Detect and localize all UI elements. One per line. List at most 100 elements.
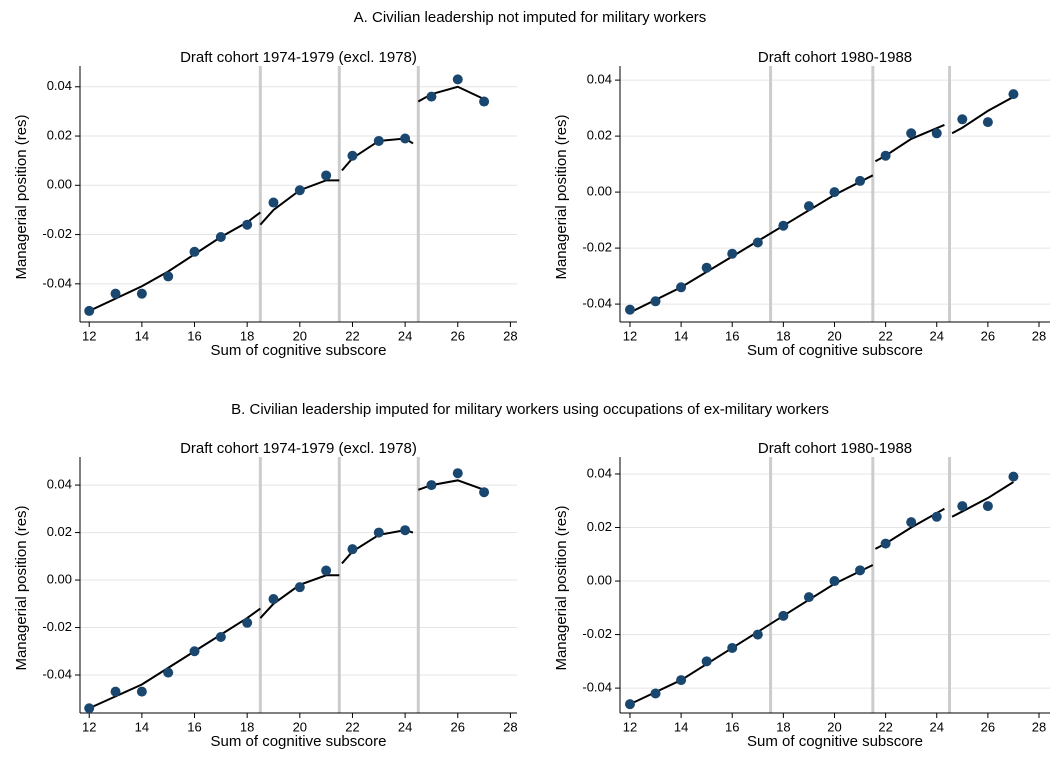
chart-title: Draft cohort 1980-1988 bbox=[758, 49, 912, 66]
x-tick-label: 12 bbox=[82, 328, 96, 343]
data-point bbox=[189, 646, 200, 657]
data-point bbox=[752, 629, 763, 640]
data-point bbox=[84, 703, 95, 714]
section-title: A. Civilian leadership not imputed for m… bbox=[354, 9, 707, 26]
fit-line bbox=[874, 507, 945, 550]
y-tick-label: 0.04 bbox=[47, 78, 72, 93]
data-point bbox=[242, 617, 253, 628]
x-tick-label: 20 bbox=[827, 719, 841, 734]
x-tick-label: 22 bbox=[345, 719, 359, 734]
data-point bbox=[452, 468, 463, 479]
x-tick-label: 28 bbox=[1032, 719, 1046, 734]
y-tick-label: 0.00 bbox=[587, 572, 612, 587]
y-tick-label: -0.02 bbox=[582, 626, 612, 641]
fit-line bbox=[951, 96, 1014, 135]
data-point bbox=[373, 135, 384, 146]
x-axis-label: Sum of cognitive subscore bbox=[211, 733, 387, 750]
data-point bbox=[855, 565, 866, 576]
y-tick-label: -0.02 bbox=[582, 240, 612, 255]
data-point bbox=[906, 128, 917, 139]
data-point bbox=[1008, 471, 1019, 482]
y-tick-label: 0.02 bbox=[47, 127, 72, 142]
data-point bbox=[829, 187, 840, 198]
x-tick-label: 12 bbox=[82, 719, 96, 734]
data-point bbox=[676, 282, 687, 293]
chart-title: Draft cohort 1974-1979 (excl. 1978) bbox=[180, 49, 417, 66]
x-tick-label: 14 bbox=[135, 328, 149, 343]
y-axis-label: Managerial position (res) bbox=[13, 505, 30, 670]
y-tick-label: -0.04 bbox=[582, 680, 612, 695]
x-tick-label: 26 bbox=[981, 328, 995, 343]
x-tick-label: 24 bbox=[398, 719, 412, 734]
data-point bbox=[880, 538, 891, 549]
data-point bbox=[727, 248, 738, 259]
data-point bbox=[426, 91, 437, 102]
data-point bbox=[906, 517, 917, 528]
data-point bbox=[215, 632, 226, 643]
data-point bbox=[727, 642, 738, 653]
x-tick-label: 26 bbox=[981, 719, 995, 734]
x-tick-label: 28 bbox=[503, 719, 517, 734]
x-tick-label: 12 bbox=[623, 328, 637, 343]
data-point bbox=[880, 150, 891, 161]
x-tick-label: 20 bbox=[293, 328, 307, 343]
y-tick-label: 0.04 bbox=[587, 465, 612, 480]
data-point bbox=[426, 480, 437, 491]
x-tick-label: 22 bbox=[878, 719, 892, 734]
x-tick-label: 28 bbox=[1032, 328, 1046, 343]
y-tick-label: 0.02 bbox=[47, 524, 72, 539]
x-tick-label: 20 bbox=[827, 328, 841, 343]
data-point bbox=[452, 74, 463, 85]
x-axis-label: Sum of cognitive subscore bbox=[747, 342, 923, 359]
chart-title: Draft cohort 1974-1979 (excl. 1978) bbox=[180, 440, 417, 457]
data-point bbox=[189, 246, 200, 257]
data-point bbox=[84, 305, 95, 316]
data-point bbox=[701, 656, 712, 667]
data-point bbox=[650, 296, 661, 307]
x-tick-label: 26 bbox=[451, 719, 465, 734]
data-point bbox=[268, 197, 279, 208]
data-point bbox=[650, 688, 661, 699]
data-point bbox=[242, 219, 253, 230]
x-axis-label: Sum of cognitive subscore bbox=[747, 733, 923, 750]
data-point bbox=[110, 686, 121, 697]
data-point bbox=[294, 185, 305, 196]
data-point bbox=[931, 511, 942, 522]
data-point bbox=[479, 487, 490, 498]
x-tick-label: 28 bbox=[503, 328, 517, 343]
data-point bbox=[855, 175, 866, 186]
y-tick-label: -0.04 bbox=[582, 296, 612, 311]
data-point bbox=[479, 96, 490, 107]
y-axis-label: Managerial position (res) bbox=[553, 505, 570, 670]
x-tick-label: 24 bbox=[398, 328, 412, 343]
x-tick-label: 18 bbox=[240, 719, 254, 734]
data-point bbox=[624, 304, 635, 315]
y-tick-label: -0.02 bbox=[42, 226, 72, 241]
data-point bbox=[957, 501, 968, 512]
x-tick-label: 18 bbox=[776, 719, 790, 734]
data-point bbox=[778, 610, 789, 621]
data-point bbox=[676, 675, 687, 686]
chart-title: Draft cohort 1980-1988 bbox=[758, 440, 912, 457]
y-tick-label: 0.02 bbox=[587, 128, 612, 143]
section-title: B. Civilian leadership imputed for milit… bbox=[231, 401, 829, 418]
data-point bbox=[982, 117, 993, 128]
data-point bbox=[957, 114, 968, 125]
data-point bbox=[701, 262, 712, 273]
data-point bbox=[373, 527, 384, 538]
y-tick-label: -0.04 bbox=[42, 275, 72, 290]
y-tick-label: 0.00 bbox=[47, 571, 72, 586]
fit-line bbox=[951, 481, 1014, 518]
data-point bbox=[400, 525, 411, 536]
x-tick-label: 16 bbox=[187, 328, 201, 343]
x-tick-label: 16 bbox=[725, 328, 739, 343]
fit-line bbox=[417, 479, 485, 491]
x-tick-label: 14 bbox=[135, 719, 149, 734]
data-point bbox=[163, 271, 174, 282]
data-point bbox=[400, 133, 411, 144]
data-point bbox=[215, 232, 226, 243]
x-tick-label: 26 bbox=[451, 328, 465, 343]
y-tick-label: 0.04 bbox=[47, 477, 72, 492]
data-point bbox=[136, 686, 147, 697]
